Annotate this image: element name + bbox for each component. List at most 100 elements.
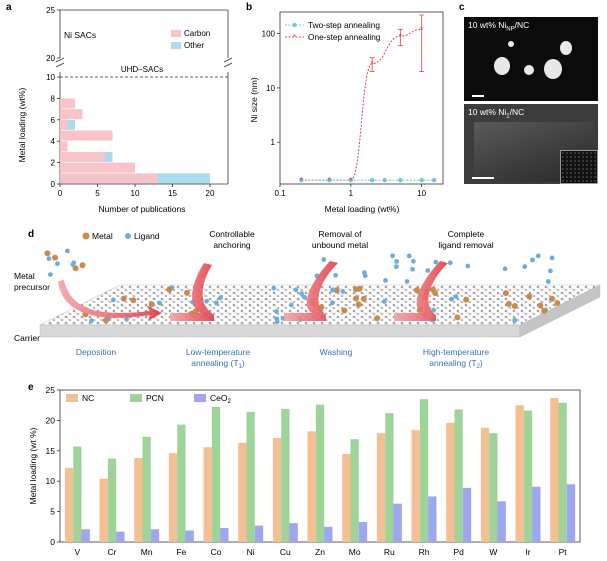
- panel-e-bar-pcn-Cu: [281, 408, 290, 542]
- panel-e-bar-nc-W: [480, 427, 490, 542]
- legend-other-swatch: [171, 42, 181, 49]
- legend-ligand-label: Ligand: [134, 231, 160, 241]
- panel-e-xtick-label: Pd: [453, 547, 464, 557]
- ligand-molecule: [512, 317, 518, 323]
- panel-b-frame: [279, 11, 444, 185]
- ligand-molecule: [89, 318, 94, 324]
- metal-atom: [511, 303, 518, 310]
- panel-a-ytick-label: 2: [51, 159, 56, 168]
- panel-e-bar-ceo2-Cu: [289, 523, 298, 542]
- nanoparticle: [508, 41, 514, 47]
- label-metal-precursor-1: Metal: [14, 271, 35, 281]
- panel-e-xtick-label: V: [74, 547, 80, 557]
- step-top-3-line1: Complete: [448, 229, 485, 239]
- micrograph-ni-np-label: 10 wt% NiNP/NC: [468, 20, 530, 33]
- panel-a-ytick-label: 20: [46, 54, 55, 63]
- panel-e-xtick-label: Ni: [247, 547, 255, 557]
- panel-a-bar-carbon-0–1: [60, 173, 158, 184]
- panel-e-bar-nc-Pt: [550, 397, 559, 542]
- metal-atom: [374, 315, 381, 322]
- ligand-molecule: [465, 263, 471, 269]
- panel-e-bar-ceo2-Pd: [462, 487, 472, 542]
- panel-b-one-step-point: *: [300, 176, 304, 186]
- panel-e-xtick-label: Fe: [176, 547, 186, 557]
- ligand-molecule: [274, 309, 280, 314]
- ligand-molecule: [393, 264, 399, 270]
- panel-e-bar-ceo2-Ru: [393, 503, 402, 542]
- ligand-molecule: [124, 316, 130, 322]
- panel-c-letter: c: [459, 2, 465, 13]
- metal-atom: [537, 302, 544, 309]
- panel-a-xlabel: Number of publications: [99, 204, 186, 214]
- panel-b-two-step-point: [369, 177, 375, 183]
- metal-atom: [454, 314, 461, 321]
- panel-e-bar-nc-Mn: [134, 458, 143, 542]
- panel-d-letter: d: [28, 229, 34, 240]
- ligand-molecule: [431, 307, 437, 313]
- panel-a-bar-carbon-4–5: [60, 130, 113, 141]
- panel-a-bar-other-5–6: [67, 119, 75, 130]
- ligand-molecule: [410, 266, 415, 272]
- panel-a-bar-carbon-6–7: [60, 109, 83, 120]
- panel-e-ytick-label: 10: [46, 476, 56, 486]
- panel-e-bar-pcn-Pd: [454, 409, 463, 542]
- panel-b-xtick-label: 0.1: [274, 189, 286, 198]
- panel-a-xtick-label: 0: [58, 189, 63, 198]
- scale-bar: [472, 177, 494, 179]
- panel-e-xtick-label: Rh: [419, 547, 430, 557]
- legend-nc-swatch: [66, 394, 78, 402]
- ligand-molecule: [433, 259, 439, 265]
- step-bottom-low-temp-line1: Low-temperature: [186, 347, 251, 357]
- panel-a-xtick-label: 15: [168, 189, 177, 198]
- panel-e-bar-ceo2-Mo: [358, 521, 368, 542]
- panel-e-bar-ceo2-Rh: [428, 496, 437, 542]
- panel-b-one-step-point: *: [399, 32, 403, 42]
- panel-b-one-step-point: *: [328, 176, 332, 186]
- legend-nc-label: NC: [82, 393, 94, 403]
- panel-b-two-step-point: [431, 177, 437, 183]
- metal-atom: [353, 286, 360, 293]
- ligand-molecule: [404, 279, 410, 284]
- panel-b-one-step-line: [301, 28, 422, 181]
- ligand-molecule: [425, 268, 431, 273]
- ligand-molecule: [394, 259, 400, 264]
- legend-carbon-label: Carbon: [184, 29, 210, 38]
- panel-a-letter: a: [6, 2, 12, 13]
- metal-atom: [72, 265, 79, 272]
- ligand-molecule: [157, 300, 162, 306]
- panel-e-ytick-label: 5: [50, 507, 55, 517]
- panel-b-one-step-point: *: [370, 59, 374, 69]
- metal-atom: [502, 290, 509, 297]
- ligand-molecule: [545, 279, 551, 284]
- panel-a-xtick-label: 20: [206, 189, 215, 198]
- metal-atom: [355, 301, 362, 308]
- metal-atom: [548, 295, 555, 302]
- metal-atom: [541, 307, 548, 314]
- panel-e-ytick-label: 15: [46, 446, 56, 456]
- panel-e-xtick-label: Mo: [349, 547, 361, 557]
- panel-e-ytick-label: 20: [46, 415, 56, 425]
- panel-b-chart: b 0.1 1 10 1 10 100 * * * * * * Two-step annealing…: [246, 2, 444, 214]
- metal-atom: [148, 301, 155, 308]
- ligand-molecule: [218, 295, 224, 301]
- metal-atom: [360, 295, 367, 302]
- legend-metal-label: Metal: [92, 231, 113, 241]
- metal-atom: [102, 317, 109, 324]
- panel-a-xtick-label: 5: [95, 189, 100, 198]
- panel-e-bar-nc-Rh: [411, 430, 420, 542]
- panel-e-bar-pcn-Cr: [107, 458, 117, 542]
- inset-haadf: [560, 150, 598, 184]
- legend-pcn-swatch: [130, 394, 142, 402]
- panel-e-bar-pcn-Co: [211, 407, 221, 542]
- step-bottom-high-temp-line1: High-temperature: [423, 347, 489, 357]
- panel-a-axis-break: [55, 57, 233, 68]
- panel-a-bar-carbon-1–2: [60, 162, 135, 173]
- metal-atom: [184, 289, 191, 296]
- panel-b-one-step-point: *: [420, 25, 424, 35]
- legend-pcn-label: PCN: [146, 393, 164, 403]
- ligand-molecule: [213, 300, 219, 306]
- panel-e-xtick-label: Co: [211, 547, 222, 557]
- panel-a-ytick-label: 0: [51, 180, 56, 189]
- panel-e-bar-nc-V: [64, 467, 74, 542]
- ligand-molecule: [288, 302, 294, 308]
